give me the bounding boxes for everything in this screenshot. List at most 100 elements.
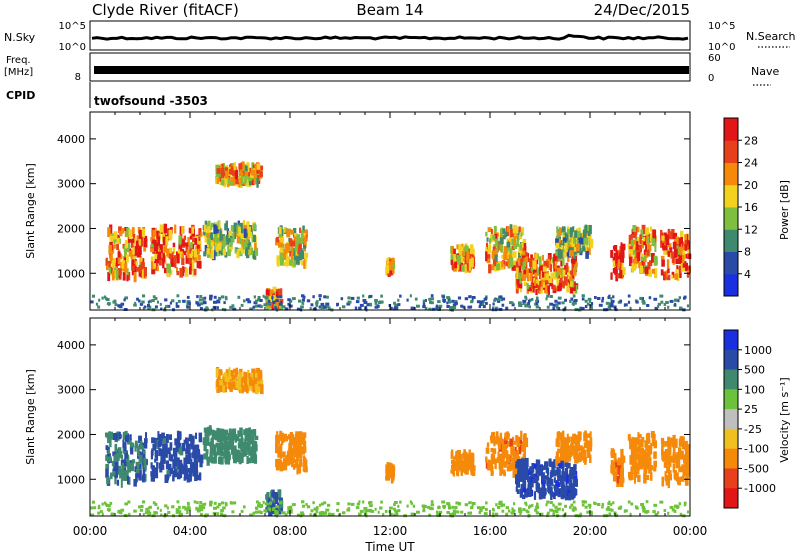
power-echo-cell xyxy=(182,240,185,246)
velocity-echo-cell xyxy=(565,485,569,491)
power-echo-cell xyxy=(686,272,689,278)
velocity-echo-cell xyxy=(105,463,110,470)
power-echo-cell xyxy=(216,225,219,234)
power-echo-cell xyxy=(309,307,312,311)
power-echo-cell xyxy=(244,174,247,184)
velocity-echo-cell xyxy=(251,458,254,464)
power-echo-cell xyxy=(213,224,217,234)
power-echo-cell xyxy=(273,300,276,308)
velocity-echo-cell xyxy=(327,512,331,516)
power-echo-cell xyxy=(675,258,679,264)
velocity-echo-cell xyxy=(198,432,203,443)
velocity-echo-cell xyxy=(661,445,664,455)
velocity-echo-cell xyxy=(206,456,210,466)
power-echo-cell xyxy=(151,299,155,302)
date-title: 24/Dec/2015 xyxy=(594,1,690,19)
power-echo-cell xyxy=(341,305,346,309)
power-echo-cell xyxy=(289,259,293,266)
velocity-echo-cell xyxy=(613,459,618,464)
power-echo-cell xyxy=(632,239,637,247)
velocity-echo-cell xyxy=(561,481,565,490)
power-echo-cell xyxy=(665,270,668,277)
velocity-echo-cell xyxy=(184,507,188,511)
power-echo-cell xyxy=(582,245,586,252)
power-echo-cell xyxy=(280,247,284,253)
velocity-echo-cell xyxy=(108,456,112,462)
velocity-echo-cell xyxy=(150,450,153,460)
power-echo-cell xyxy=(672,233,676,240)
power-echo-cell xyxy=(554,259,557,269)
power-echo-cell xyxy=(233,175,236,186)
power-echo-cell xyxy=(481,303,485,306)
velocity-echo-cell xyxy=(457,502,462,506)
velocity-echo-cell xyxy=(525,457,529,468)
power-echo-cell xyxy=(197,240,201,247)
velocity-echo-cell xyxy=(346,508,351,512)
velocity-echo-cell xyxy=(119,474,123,479)
power-echo-cell xyxy=(674,232,678,240)
velocity-echo-cell xyxy=(185,437,188,444)
power-echo-cell xyxy=(509,248,513,258)
velocity-echo-cell xyxy=(152,475,155,482)
velocity-echo-cell xyxy=(647,448,652,453)
velocity-echo-cell xyxy=(269,508,273,516)
velocity-echo-cell xyxy=(209,503,213,507)
velocity-echo-cell xyxy=(669,474,672,481)
power-echo-cell xyxy=(167,304,171,308)
velocity-echo-cell xyxy=(111,460,115,467)
velocity-echo-cell xyxy=(560,450,564,458)
power-echo-cell xyxy=(157,236,161,246)
power-echo-cell xyxy=(641,299,646,303)
power-echo-cell xyxy=(340,297,344,301)
velocity-echo-cell xyxy=(174,438,178,446)
power-echo-cell xyxy=(646,236,650,245)
power-echo-cell xyxy=(203,296,207,300)
power-echo-cell xyxy=(132,247,135,255)
velocity-echo-cell xyxy=(461,464,465,473)
velocity-echo-cell xyxy=(515,486,518,492)
velocity-echo-cell xyxy=(547,467,550,476)
power-echo-cell xyxy=(198,298,203,302)
power-echo-cell xyxy=(681,266,685,272)
power-echo-cell xyxy=(203,251,207,257)
power-echo-cell xyxy=(223,235,227,246)
power-echo-cell xyxy=(565,262,569,273)
power-echo-cell xyxy=(424,299,427,302)
velocity-echo-cell xyxy=(646,510,650,513)
power-echo-cell xyxy=(181,226,184,235)
power-echo-cell xyxy=(143,267,147,277)
velocity-echo-cell xyxy=(666,466,670,474)
power-echo-cell xyxy=(148,299,152,303)
velocity-echo-cell xyxy=(254,510,259,514)
power-echo-cell xyxy=(672,241,677,249)
power-echo-cell xyxy=(236,251,240,258)
velocity-echo-cell xyxy=(518,445,522,455)
velocity-echo-cell xyxy=(156,461,159,471)
velocity-echo-cell xyxy=(628,475,633,481)
velocity-echo-cell xyxy=(447,503,451,507)
power-echo-cell xyxy=(326,295,329,299)
power-echo-cell xyxy=(233,162,236,171)
power-echo-cell xyxy=(176,267,179,272)
velocity-echo-cell xyxy=(682,440,685,450)
velocity-echo-cell xyxy=(454,506,458,509)
power-echo-cell xyxy=(560,240,564,250)
power-echo-cell xyxy=(165,304,169,308)
power-echo-cell xyxy=(239,238,243,245)
velocity-echo-cell xyxy=(347,502,351,506)
velocity-echo-cell xyxy=(496,505,501,509)
velocity-echo-cell xyxy=(654,451,657,459)
power-echo-cell xyxy=(612,256,616,263)
velocity-echo-cell xyxy=(529,478,534,488)
power-echo-cell xyxy=(252,305,256,309)
power-echo-cell xyxy=(116,237,120,245)
power-colorbar-tick-label: 16 xyxy=(744,201,758,214)
power-echo-cell xyxy=(585,251,589,259)
velocity-echo-cell xyxy=(279,461,284,472)
power-echo-cell xyxy=(174,224,177,234)
power-echo-cell xyxy=(105,298,110,301)
power-echo-cell xyxy=(674,302,677,306)
velocity-echo-cell xyxy=(503,461,507,468)
